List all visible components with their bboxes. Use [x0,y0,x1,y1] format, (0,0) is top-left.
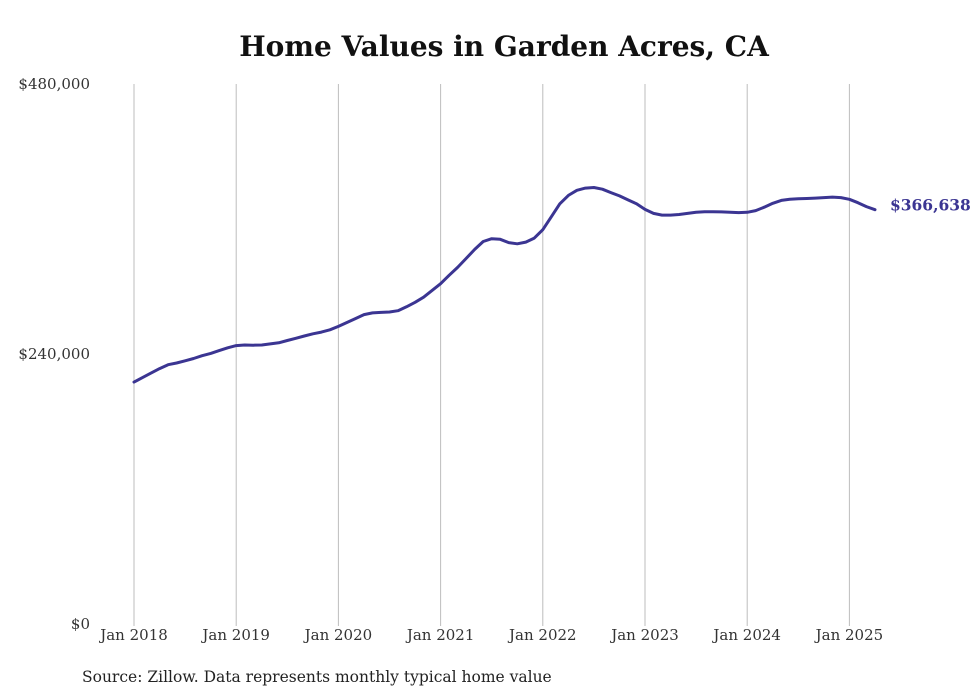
x-axis-ticks: Jan 2018 Jan 2019 Jan 2020 Jan 2021 Jan 2022… [98,626,883,644]
end-value-label: $366,638 [890,196,971,215]
source-note: Source: Zillow. Data represents monthly … [82,668,552,686]
series-layer [132,186,877,384]
x-tick-label: Jan 2022 [507,626,577,644]
x-tick-label: Jan 2018 [98,626,168,644]
end-label-layer: $366,638 [890,196,971,215]
chart-title: Home Values in Garden Acres, CA [239,30,769,63]
y-tick-label: $0 [71,615,90,633]
x-tick-label: Jan 2021 [405,626,475,644]
y-axis-ticks: $0 $240,000 $480,000 [18,75,90,633]
series-line [132,186,877,384]
x-tick-label: Jan 2024 [711,626,781,644]
x-tick-label: Jan 2025 [814,626,884,644]
y-tick-label: $240,000 [18,345,90,363]
x-tick-label: Jan 2020 [303,626,373,644]
grid-lines [133,84,850,626]
y-tick-label: $480,000 [18,75,90,93]
x-tick-label: Jan 2023 [609,626,679,644]
x-tick-label: Jan 2019 [200,626,270,644]
